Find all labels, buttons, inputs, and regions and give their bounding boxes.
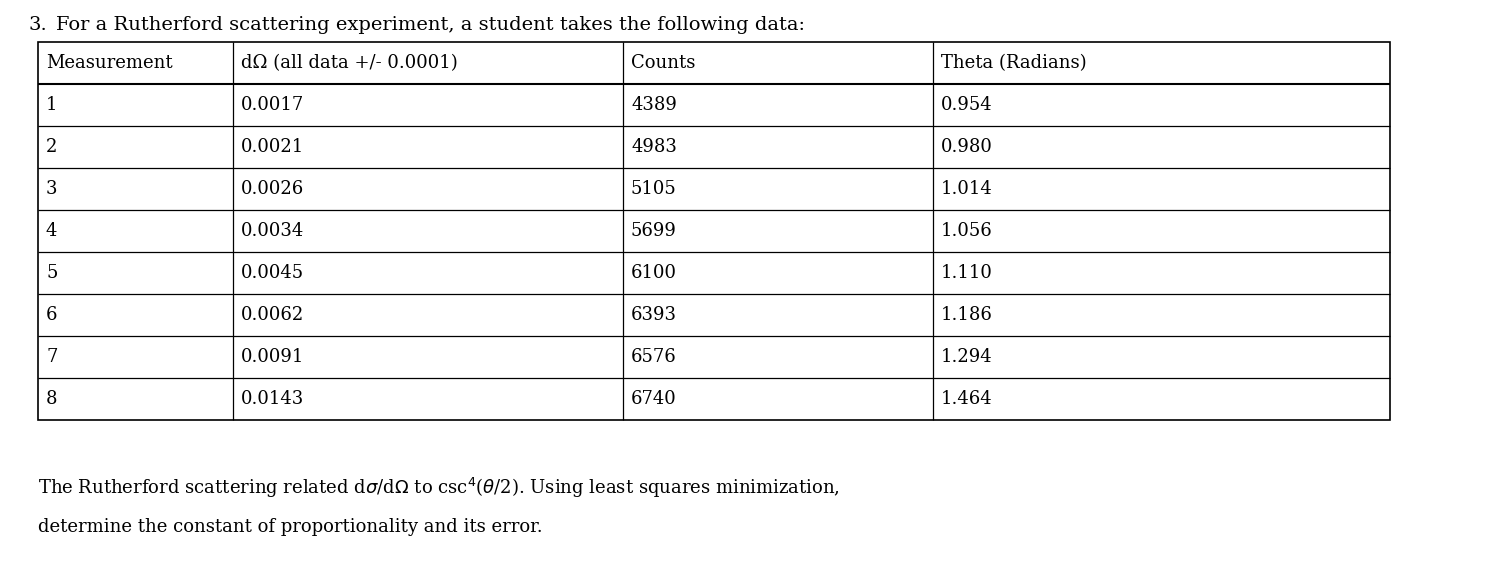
Text: 4: 4 bbox=[47, 222, 57, 240]
Text: 7: 7 bbox=[47, 348, 57, 366]
Text: Measurement: Measurement bbox=[47, 54, 173, 72]
Text: 8: 8 bbox=[47, 390, 57, 408]
Text: 5: 5 bbox=[47, 264, 57, 282]
Text: 0.0143: 0.0143 bbox=[241, 390, 304, 408]
Text: 6100: 6100 bbox=[632, 264, 677, 282]
Text: 0.0034: 0.0034 bbox=[241, 222, 304, 240]
Text: 3.: 3. bbox=[29, 16, 47, 34]
Text: 0.0026: 0.0026 bbox=[241, 180, 304, 198]
Text: 0.0045: 0.0045 bbox=[241, 264, 304, 282]
Text: 0.0017: 0.0017 bbox=[241, 96, 304, 114]
Text: 0.0062: 0.0062 bbox=[241, 306, 304, 324]
Text: 5699: 5699 bbox=[632, 222, 677, 240]
Text: dΩ (all data +/- 0.0001): dΩ (all data +/- 0.0001) bbox=[241, 54, 457, 72]
Bar bbox=[38, 42, 1390, 420]
Text: 0.0021: 0.0021 bbox=[241, 138, 304, 156]
Text: 1.056: 1.056 bbox=[942, 222, 993, 240]
Text: 1.014: 1.014 bbox=[942, 180, 993, 198]
Text: 6393: 6393 bbox=[632, 306, 677, 324]
Text: 1.186: 1.186 bbox=[942, 306, 993, 324]
Text: The Rutherford scattering related d$\sigma$/d$\Omega$ to csc$^4$($\theta$/2). Us: The Rutherford scattering related d$\sig… bbox=[38, 476, 839, 500]
Text: 1.110: 1.110 bbox=[942, 264, 993, 282]
Text: 0.0091: 0.0091 bbox=[241, 348, 304, 366]
Text: 1: 1 bbox=[47, 96, 57, 114]
Text: 6740: 6740 bbox=[632, 390, 677, 408]
Text: For a Rutherford scattering experiment, a student takes the following data:: For a Rutherford scattering experiment, … bbox=[56, 16, 805, 34]
Text: Theta (Radians): Theta (Radians) bbox=[942, 54, 1086, 72]
Text: determine the constant of proportionality and its error.: determine the constant of proportionalit… bbox=[38, 518, 543, 536]
Text: 4389: 4389 bbox=[632, 96, 677, 114]
Text: 1.294: 1.294 bbox=[942, 348, 993, 366]
Text: 6576: 6576 bbox=[632, 348, 677, 366]
Text: Counts: Counts bbox=[632, 54, 695, 72]
Text: 5105: 5105 bbox=[632, 180, 677, 198]
Text: 4983: 4983 bbox=[632, 138, 677, 156]
Text: 0.954: 0.954 bbox=[942, 96, 993, 114]
Text: 0.980: 0.980 bbox=[942, 138, 993, 156]
Text: 2: 2 bbox=[47, 138, 57, 156]
Text: 3: 3 bbox=[47, 180, 57, 198]
Text: 1.464: 1.464 bbox=[942, 390, 993, 408]
Text: 6: 6 bbox=[47, 306, 57, 324]
